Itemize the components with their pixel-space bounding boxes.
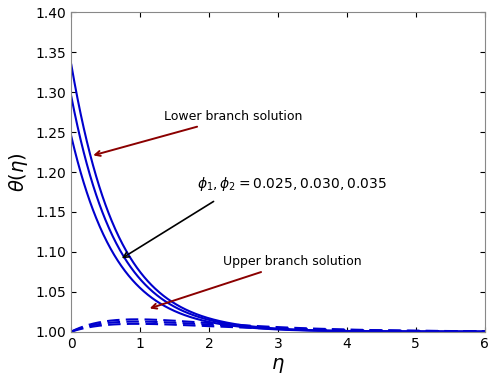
- Text: $\phi_1, \phi_2 = 0.025, 0.030, 0.035$: $\phi_1, \phi_2 = 0.025, 0.030, 0.035$: [197, 175, 386, 193]
- Text: Lower branch solution: Lower branch solution: [95, 110, 303, 156]
- Text: Upper branch solution: Upper branch solution: [152, 256, 362, 309]
- Y-axis label: $\theta(\eta)$: $\theta(\eta)$: [7, 152, 30, 192]
- X-axis label: $\eta$: $\eta$: [271, 356, 285, 375]
